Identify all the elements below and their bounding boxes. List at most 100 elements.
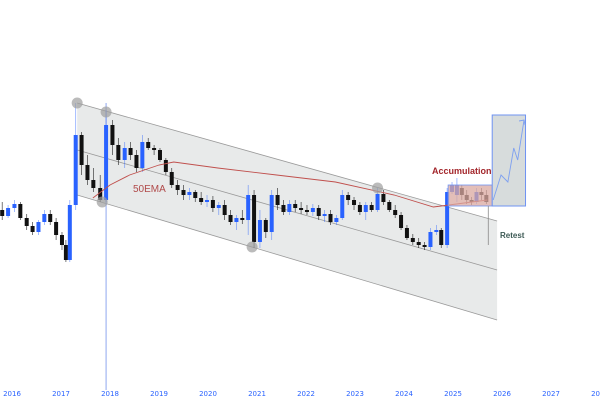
candle [404, 225, 409, 240]
candle [85, 155, 90, 185]
candle-body [59, 235, 64, 245]
candle-body [146, 142, 151, 148]
candle [340, 190, 345, 220]
touch-marker [372, 182, 384, 194]
candle-body [387, 202, 392, 210]
candle-body [439, 230, 444, 245]
x-axis-ticks: 2016 2017 2018 2019 2020 2021 2022 2023 2024 2025… [3, 390, 600, 398]
candle-body [73, 135, 78, 205]
candle [228, 210, 233, 225]
candle-body [328, 214, 333, 222]
candle-body [246, 195, 251, 220]
x-tick-label: 2027 [542, 390, 560, 398]
candle [352, 197, 357, 210]
candle-body [199, 198, 204, 202]
candle [257, 210, 262, 248]
projection-box [491, 114, 527, 207]
candle-body [18, 204, 23, 218]
candle [104, 110, 109, 202]
candle [445, 188, 450, 248]
candle-body [234, 218, 239, 222]
x-tick-label: 2021 [248, 390, 266, 398]
candle-body [187, 192, 192, 195]
accumulation-box [447, 184, 493, 207]
candle-body [287, 204, 292, 212]
candle [328, 210, 333, 225]
x-tick-label: 2020 [199, 390, 217, 398]
candle-body [257, 220, 262, 242]
candle-body [252, 195, 257, 242]
candle-body [210, 200, 215, 208]
candle-body [422, 245, 427, 247]
candle-body [263, 220, 268, 232]
candle-body [352, 200, 357, 205]
candle [399, 212, 404, 230]
candle-body [67, 205, 72, 260]
candle-body [434, 230, 439, 232]
x-tick-label: 2023 [346, 390, 364, 398]
candle-body [228, 215, 233, 222]
candle [199, 192, 204, 205]
candle-body [404, 228, 409, 238]
candle [140, 135, 145, 172]
candle [30, 222, 35, 235]
candle [428, 228, 433, 250]
candle-body [104, 125, 109, 200]
channel-lower-line [77, 194, 498, 321]
candle [357, 202, 362, 215]
candle [310, 204, 315, 216]
candle-body [293, 204, 298, 208]
candle-body [316, 208, 321, 216]
candle [316, 205, 321, 220]
ema-line [92, 161, 488, 208]
candle [293, 200, 298, 212]
candle [157, 148, 162, 162]
x-tick-label: 2024 [395, 390, 413, 398]
x-tick-label: 2026 [493, 390, 511, 398]
channel-fill [77, 103, 498, 320]
candle [63, 240, 68, 262]
candle-body [122, 148, 127, 160]
candle [54, 218, 59, 240]
candle-body [445, 192, 450, 245]
candle [410, 234, 415, 245]
candle-body [98, 188, 103, 200]
touch-marker [100, 106, 112, 118]
candle-body [346, 195, 351, 200]
candle-body [24, 218, 29, 226]
candle [416, 238, 421, 248]
candle [439, 228, 444, 248]
candle-body [63, 245, 68, 260]
retest-label: Retest [500, 231, 525, 240]
candle [48, 210, 53, 225]
candle-body [281, 205, 286, 212]
arrow-head-icon [518, 119, 526, 126]
candle-body [30, 226, 35, 232]
candle [281, 200, 286, 215]
x-tick-label: 2025 [444, 390, 462, 398]
candle-body [54, 222, 59, 235]
candle [6, 205, 11, 218]
channel-middle-line [77, 149, 498, 271]
candle [110, 120, 115, 155]
candle [134, 150, 139, 172]
candle [187, 188, 192, 200]
candle [146, 138, 151, 150]
candle-body [140, 142, 145, 168]
candle-body [216, 205, 221, 208]
descending-channel [77, 102, 498, 321]
candle-body [163, 160, 168, 172]
candle [369, 202, 374, 212]
candle-body [128, 148, 133, 155]
candle [304, 205, 309, 215]
candle-body [6, 208, 11, 216]
candle [434, 225, 439, 235]
candle-body [193, 192, 198, 198]
candle-body [393, 210, 398, 215]
candle [393, 205, 398, 218]
candle-body [299, 208, 304, 210]
touch-marker [71, 97, 83, 109]
candle-body [110, 125, 115, 145]
candle [346, 192, 351, 205]
